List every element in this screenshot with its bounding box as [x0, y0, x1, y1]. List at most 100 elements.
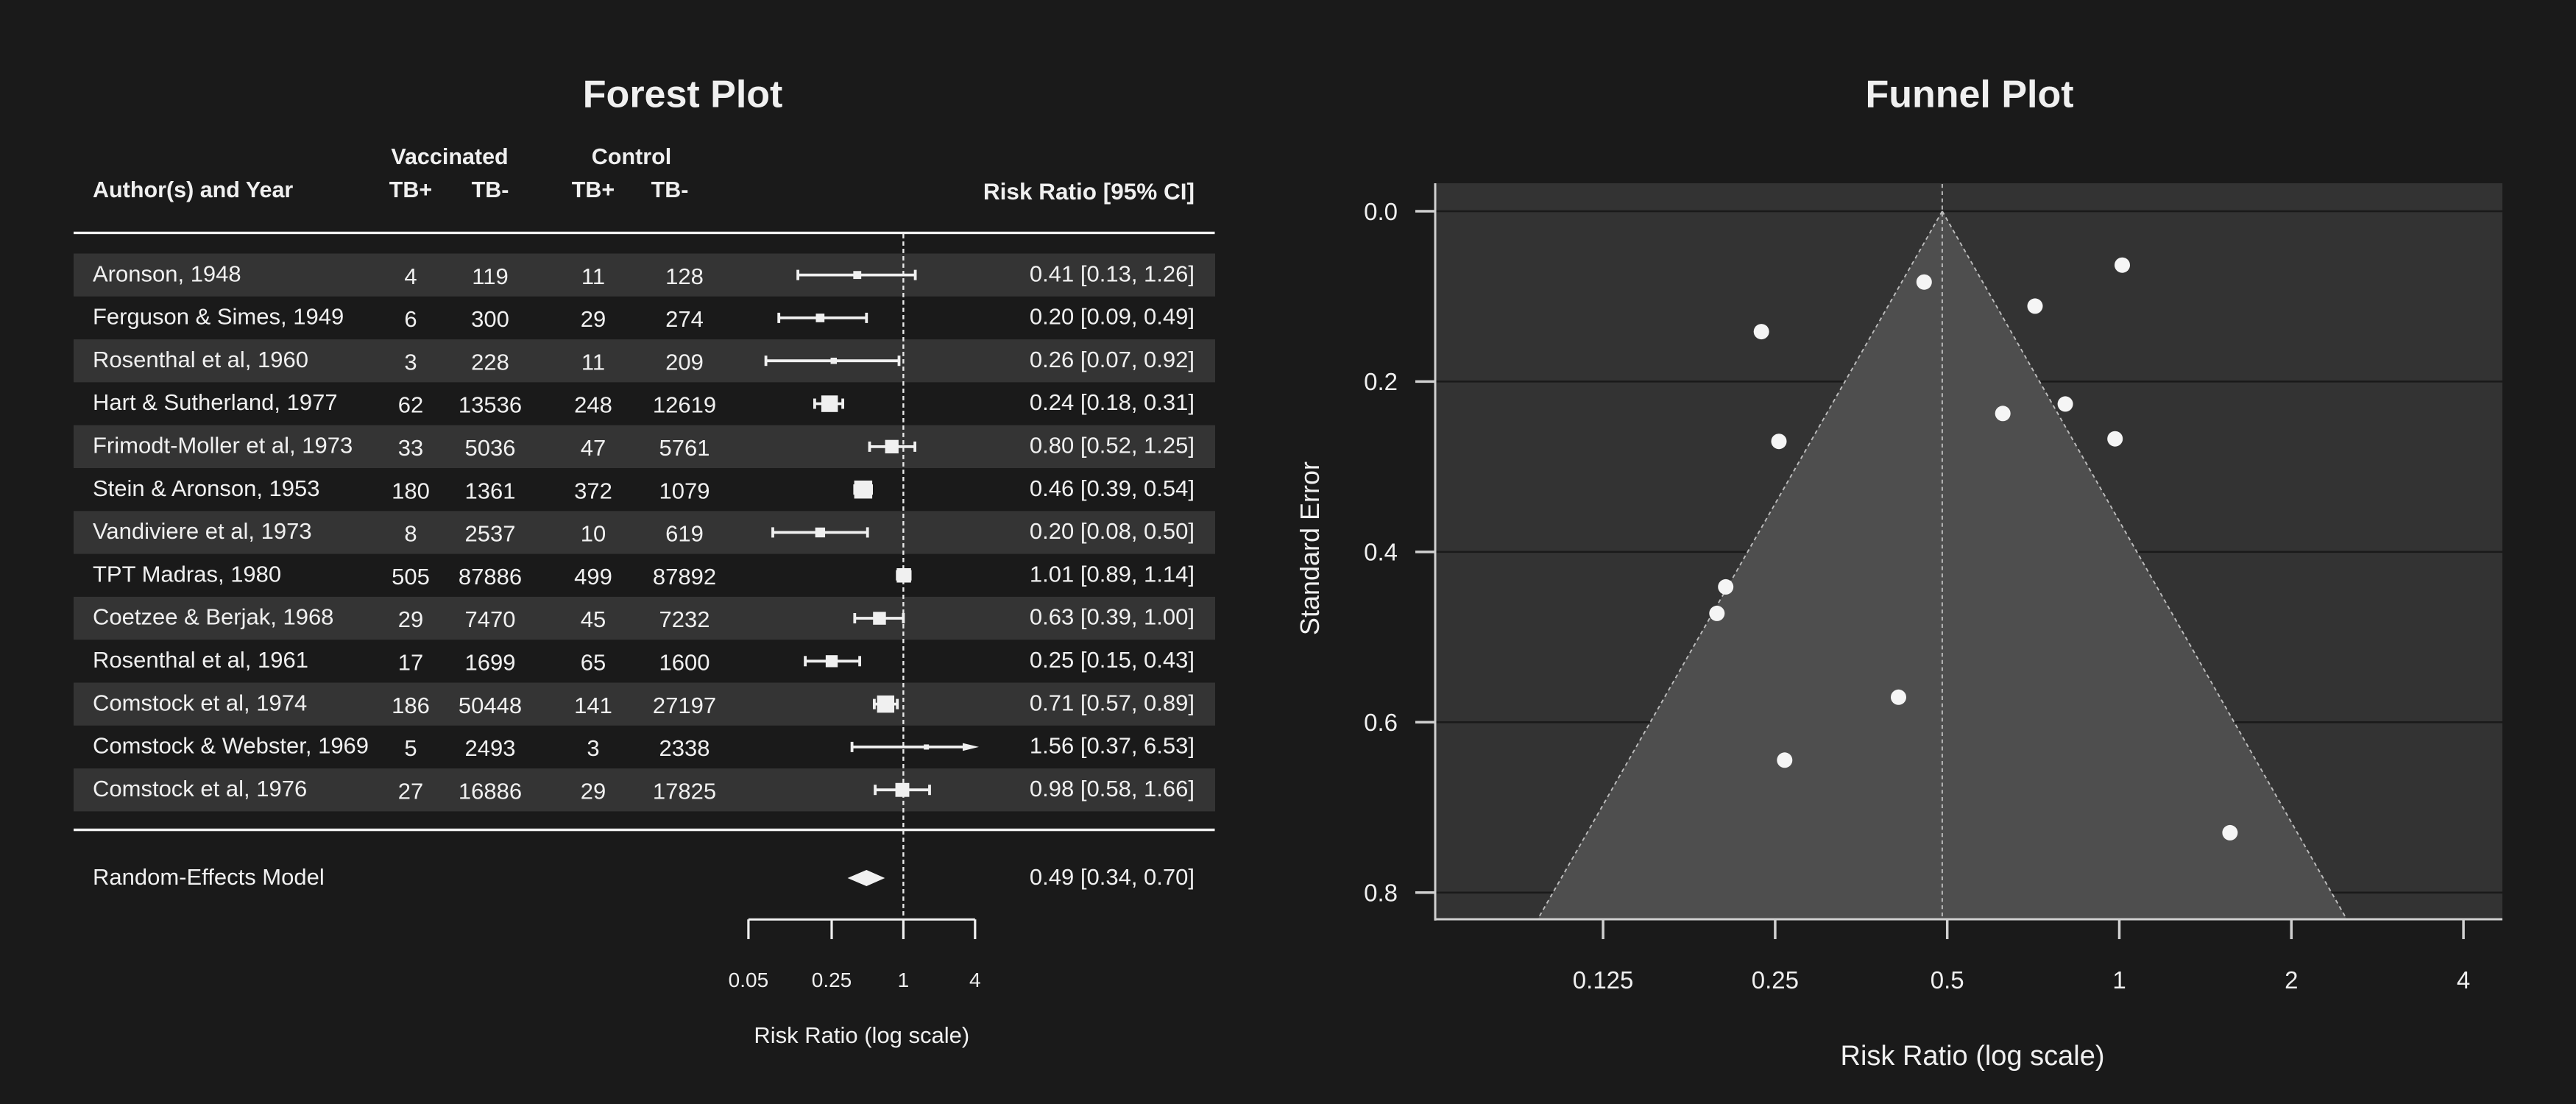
svg-text:505: 505 [392, 564, 430, 590]
svg-text:TB+: TB+ [572, 177, 615, 202]
svg-text:8: 8 [404, 521, 417, 547]
svg-text:0.25: 0.25 [1752, 966, 1799, 994]
svg-text:0.98 [0.58, 1.66]: 0.98 [0.58, 1.66] [1030, 776, 1195, 802]
svg-text:141: 141 [574, 693, 612, 718]
svg-text:87892: 87892 [653, 564, 716, 590]
svg-text:Funnel Plot: Funnel Plot [1865, 74, 2073, 116]
svg-text:4: 4 [969, 969, 981, 991]
svg-text:11: 11 [581, 263, 605, 289]
svg-text:3: 3 [587, 735, 599, 761]
svg-text:Standard Error: Standard Error [1295, 461, 1325, 635]
svg-text:Comstock & Webster, 1969: Comstock & Webster, 1969 [93, 733, 369, 759]
svg-text:0.2: 0.2 [1364, 368, 1398, 395]
svg-text:29: 29 [398, 606, 423, 632]
svg-text:2: 2 [2285, 966, 2298, 994]
svg-text:0.0: 0.0 [1364, 198, 1398, 225]
svg-text:2338: 2338 [659, 735, 710, 761]
svg-text:Aronson, 1948: Aronson, 1948 [93, 261, 241, 286]
svg-text:0.26 [0.07, 0.92]: 0.26 [0.07, 0.92] [1030, 347, 1195, 372]
svg-text:0.25: 0.25 [812, 969, 852, 991]
svg-text:Risk Ratio [95% CI]: Risk Ratio [95% CI] [983, 178, 1195, 205]
svg-text:27197: 27197 [653, 693, 716, 718]
svg-text:209: 209 [665, 349, 704, 375]
svg-text:0.4: 0.4 [1364, 539, 1398, 566]
svg-text:0.5: 0.5 [1931, 966, 1964, 994]
svg-text:50448: 50448 [459, 693, 522, 718]
svg-text:228: 228 [471, 349, 509, 375]
svg-text:0.20 [0.08, 0.50]: 0.20 [0.08, 0.50] [1030, 518, 1195, 544]
svg-text:Ferguson & Simes, 1949: Ferguson & Simes, 1949 [93, 304, 344, 330]
svg-text:Stein & Aronson, 1953: Stein & Aronson, 1953 [93, 475, 320, 501]
svg-text:0.6: 0.6 [1364, 709, 1398, 736]
svg-text:1.56 [0.37, 6.53]: 1.56 [0.37, 6.53] [1030, 733, 1195, 759]
svg-text:7470: 7470 [465, 606, 516, 632]
svg-text:0.46 [0.39, 0.54]: 0.46 [0.39, 0.54] [1030, 475, 1195, 501]
svg-text:13536: 13536 [459, 392, 522, 418]
svg-text:87886: 87886 [459, 564, 522, 590]
svg-text:119: 119 [472, 263, 508, 289]
svg-text:Comstock et al, 1974: Comstock et al, 1974 [93, 690, 307, 715]
svg-text:Coetzee & Berjak, 1968: Coetzee & Berjak, 1968 [93, 604, 333, 630]
svg-text:16886: 16886 [459, 778, 522, 804]
svg-text:1079: 1079 [659, 478, 710, 503]
svg-text:274: 274 [665, 306, 704, 332]
svg-text:180: 180 [392, 478, 430, 503]
svg-text:Random-Effects Model: Random-Effects Model [93, 864, 325, 890]
svg-text:0.8: 0.8 [1364, 880, 1398, 907]
svg-text:619: 619 [665, 521, 704, 547]
svg-text:Comstock et al, 1976: Comstock et al, 1976 [93, 776, 307, 802]
svg-text:29: 29 [581, 306, 606, 332]
svg-text:Frimodt-Moller et al, 1973: Frimodt-Moller et al, 1973 [93, 433, 353, 459]
svg-text:11: 11 [581, 349, 605, 375]
svg-text:Rosenthal et al, 1960: Rosenthal et al, 1960 [93, 347, 308, 372]
svg-text:Forest Plot: Forest Plot [583, 74, 783, 116]
svg-text:0.05: 0.05 [729, 969, 769, 991]
svg-text:128: 128 [665, 263, 704, 289]
svg-text:Rosenthal et al, 1961: Rosenthal et al, 1961 [93, 647, 308, 673]
svg-text:1: 1 [898, 969, 910, 991]
svg-text:499: 499 [574, 564, 612, 590]
svg-text:Risk Ratio (log scale): Risk Ratio (log scale) [754, 1022, 969, 1048]
svg-text:Risk Ratio (log scale): Risk Ratio (log scale) [1841, 1041, 2105, 1072]
svg-text:Vaccinated: Vaccinated [391, 144, 508, 169]
svg-text:248: 248 [574, 392, 612, 418]
svg-text:0.71 [0.57, 0.89]: 0.71 [0.57, 0.89] [1030, 690, 1195, 715]
svg-text:TB+: TB+ [389, 177, 432, 202]
svg-text:0.80 [0.52, 1.25]: 0.80 [0.52, 1.25] [1030, 433, 1195, 459]
svg-text:4: 4 [404, 263, 417, 289]
svg-text:2537: 2537 [465, 521, 516, 547]
svg-text:62: 62 [398, 392, 423, 418]
svg-text:10: 10 [581, 521, 606, 547]
svg-text:TPT Madras, 1980: TPT Madras, 1980 [93, 561, 281, 587]
svg-text:0.20 [0.09, 0.49]: 0.20 [0.09, 0.49] [1030, 304, 1195, 330]
svg-text:17: 17 [398, 650, 423, 676]
svg-text:1.01 [0.89, 1.14]: 1.01 [0.89, 1.14] [1030, 561, 1195, 587]
svg-text:5036: 5036 [465, 435, 516, 461]
svg-text:0.24 [0.18, 0.31]: 0.24 [0.18, 0.31] [1030, 389, 1195, 415]
svg-text:1: 1 [2112, 966, 2126, 994]
svg-text:33: 33 [398, 435, 423, 461]
svg-text:29: 29 [581, 778, 606, 804]
svg-text:TB-: TB- [472, 177, 509, 202]
svg-text:372: 372 [574, 478, 612, 503]
svg-text:3: 3 [404, 349, 417, 375]
svg-text:6: 6 [404, 306, 417, 332]
svg-text:300: 300 [471, 306, 509, 332]
svg-text:Vandiviere et al, 1973: Vandiviere et al, 1973 [93, 518, 312, 544]
svg-text:27: 27 [398, 778, 423, 804]
svg-text:1600: 1600 [659, 650, 710, 676]
svg-text:TB-: TB- [651, 177, 689, 202]
svg-text:Hart & Sutherland, 1977: Hart & Sutherland, 1977 [93, 389, 338, 415]
svg-text:1361: 1361 [465, 478, 516, 503]
svg-text:65: 65 [581, 650, 606, 676]
svg-text:7232: 7232 [659, 606, 710, 632]
svg-text:5761: 5761 [659, 435, 710, 461]
svg-text:12619: 12619 [653, 392, 716, 418]
svg-text:186: 186 [392, 693, 430, 718]
svg-text:1699: 1699 [465, 650, 516, 676]
svg-text:47: 47 [581, 435, 606, 461]
svg-text:0.125: 0.125 [1573, 966, 1634, 994]
svg-text:17825: 17825 [653, 778, 716, 804]
svg-text:0.41 [0.13, 1.26]: 0.41 [0.13, 1.26] [1030, 261, 1195, 286]
svg-text:0.63 [0.39, 1.00]: 0.63 [0.39, 1.00] [1030, 604, 1195, 630]
